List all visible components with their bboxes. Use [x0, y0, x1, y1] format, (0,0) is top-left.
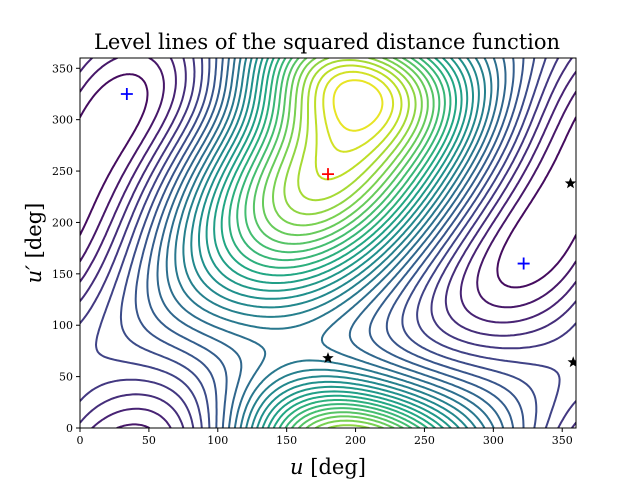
y-tick-label: 250	[52, 165, 73, 178]
contour-level	[236, 58, 446, 428]
y-tick-label: 50	[59, 371, 73, 384]
y-tick-label: 200	[52, 216, 73, 229]
x-tick-label: 150	[276, 434, 297, 447]
y-tick-label: 0	[66, 422, 73, 435]
contour-level	[156, 58, 507, 428]
x-axis-ticks: 0 50 100 150 200 250 300 350	[77, 428, 573, 447]
minimum-plus-marker	[120, 87, 133, 100]
contour-level	[80, 58, 576, 428]
x-tick-label: 250	[414, 434, 435, 447]
contour-level	[272, 58, 423, 428]
contour-level	[213, 58, 463, 428]
contour-level	[262, 58, 429, 428]
plot-frame	[79, 57, 577, 429]
chart-title: Level lines of the squared distance func…	[94, 30, 560, 54]
y-tick-label: 150	[52, 268, 73, 281]
x-tick-label: 200	[345, 434, 366, 447]
contour-level	[228, 58, 452, 428]
saddle-star-marker	[564, 177, 576, 189]
x-tick-label: 50	[142, 434, 156, 447]
x-axis-label: u [deg]	[290, 455, 366, 479]
y-axis-ticks: 0 50 100 150 200 250 300 350	[52, 62, 80, 435]
contour-level	[332, 79, 384, 132]
contour-level	[252, 58, 435, 428]
contour-level	[182, 58, 486, 428]
markers	[120, 87, 576, 368]
saddle-star-marker	[567, 356, 576, 368]
y-axis-label: u′ [deg]	[22, 203, 46, 284]
contour-level	[297, 59, 410, 202]
contour-level	[95, 58, 561, 428]
contour-level	[314, 64, 403, 181]
contour-level	[190, 58, 480, 428]
contour-level	[134, 58, 525, 428]
y-tick-label: 100	[52, 319, 73, 332]
x-tick-label: 0	[77, 434, 84, 447]
x-tick-label: 100	[207, 434, 228, 447]
contour-level	[80, 58, 576, 428]
contour-level	[146, 58, 515, 428]
contour-level	[220, 58, 457, 428]
saddle-star-marker	[322, 352, 334, 363]
minimum-plus-marker	[517, 257, 530, 270]
contour-level	[198, 58, 474, 428]
contour-level	[174, 58, 493, 428]
contour-level	[244, 58, 441, 428]
contour-lines	[80, 58, 576, 428]
x-tick-label: 300	[483, 434, 504, 447]
y-tick-label: 300	[52, 114, 73, 127]
maximum-plus-marker	[322, 168, 334, 181]
x-tick-label: 350	[552, 434, 573, 447]
contour-level	[119, 58, 538, 428]
contour-level	[322, 70, 395, 153]
y-tick-label: 350	[52, 62, 73, 75]
